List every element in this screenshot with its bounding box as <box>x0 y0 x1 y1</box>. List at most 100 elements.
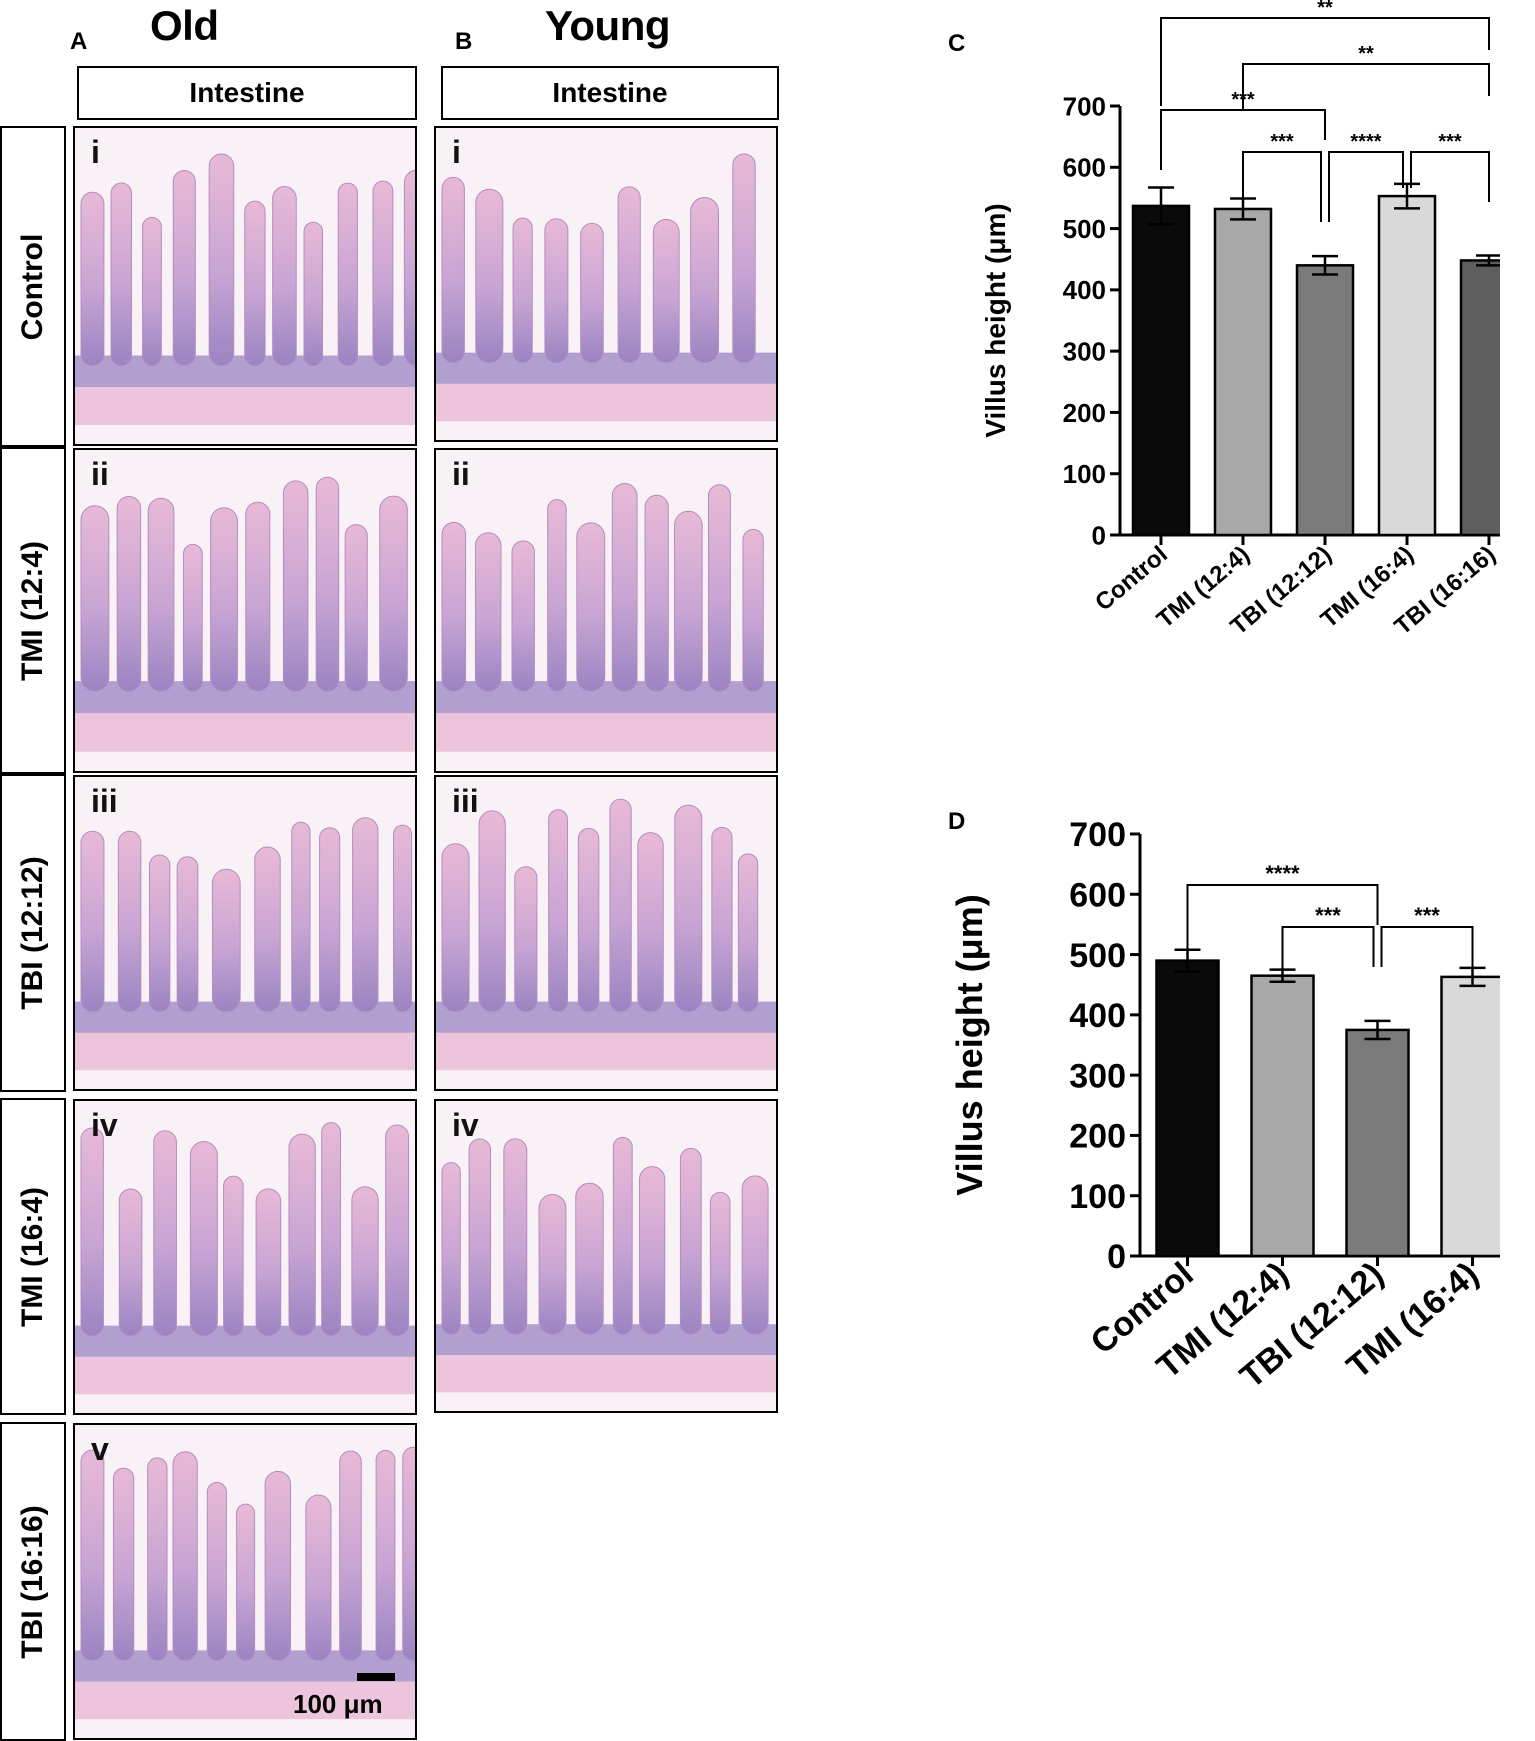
villus <box>142 216 162 367</box>
villus <box>254 846 281 1013</box>
villi-texture <box>436 128 776 440</box>
villus <box>393 824 413 1013</box>
muscle-layer <box>436 383 776 422</box>
micrograph-young-tmi-12-4: ii <box>434 448 778 773</box>
row-label-tmi-16-4: TMI (16:4) <box>0 1098 66 1415</box>
villus <box>741 1175 769 1335</box>
villi-texture <box>75 450 415 771</box>
micrograph-label: ii <box>91 456 109 492</box>
villus <box>674 510 703 692</box>
significance-bracket <box>1328 151 1404 222</box>
micrograph-label: iv <box>452 1107 479 1143</box>
villus <box>644 494 669 692</box>
villus <box>742 528 764 692</box>
villus <box>80 505 110 692</box>
villus <box>372 180 394 367</box>
villus <box>153 1130 177 1337</box>
significance-label: *** <box>1270 131 1294 153</box>
bar <box>1459 259 1500 537</box>
row-label-tmi-12-4: TMI (12:4) <box>0 447 66 774</box>
y-tick-label: 700 <box>1063 91 1106 121</box>
villus <box>379 495 408 692</box>
villus <box>732 153 756 364</box>
villus <box>690 197 720 364</box>
villus <box>148 854 171 1013</box>
significance-label: *** <box>1231 89 1255 111</box>
bar <box>1295 264 1355 537</box>
villus <box>80 1127 104 1337</box>
micrograph-label: iv <box>91 1107 118 1143</box>
micrograph-label: v <box>91 1431 109 1467</box>
villus <box>617 186 641 364</box>
significance-label: ** <box>1317 0 1333 19</box>
villus <box>577 827 600 1013</box>
villus <box>674 804 703 1013</box>
villus <box>441 843 470 1013</box>
villus <box>707 484 731 692</box>
villus <box>245 501 271 692</box>
micrograph-label: i <box>91 134 100 170</box>
significance-label: *** <box>1315 903 1341 928</box>
villus <box>351 1186 379 1337</box>
villus <box>339 1450 362 1661</box>
villus <box>441 521 467 692</box>
villus <box>737 853 759 1013</box>
muscle-layer <box>436 1032 776 1071</box>
micrograph-young-tbi-12-12: iii <box>434 775 778 1091</box>
villus <box>375 1449 396 1661</box>
villus <box>611 483 638 692</box>
y-tick-label: 200 <box>1063 398 1106 428</box>
micrograph-label: iii <box>91 783 118 819</box>
villus <box>441 176 465 364</box>
villus <box>303 221 324 367</box>
villus <box>575 1182 604 1335</box>
y-tick-label: 400 <box>1063 275 1106 305</box>
y-tick-label: 0 <box>1092 520 1106 550</box>
villus <box>580 222 604 364</box>
muscle-layer <box>75 1681 415 1720</box>
villus <box>319 827 341 1013</box>
panel-letter-a: A <box>70 28 88 55</box>
villus <box>206 1481 227 1661</box>
villus <box>609 798 632 1013</box>
villus <box>80 191 105 367</box>
villus <box>147 1457 168 1661</box>
villus <box>711 826 733 1013</box>
villi-texture <box>75 777 415 1089</box>
significance-bracket <box>1242 63 1490 110</box>
muscle-layer <box>75 387 415 426</box>
villus <box>475 188 504 364</box>
micrograph-label: ii <box>452 456 470 492</box>
significance-label: **** <box>1265 861 1300 886</box>
villi-texture <box>436 777 776 1089</box>
significance-label: ** <box>1358 43 1374 65</box>
chart-d: 0 100 200 300 400 500 600 700 Villus height (μm)… <box>949 816 1500 1396</box>
y-tick-label: 500 <box>1069 937 1126 975</box>
micrograph-old-tbi-16-16: v 100 μm <box>73 1423 417 1740</box>
villus <box>112 1467 135 1661</box>
villus <box>403 169 415 366</box>
row-label-tbi-16-16: TBI (16:16) <box>0 1422 66 1741</box>
significance-bracket <box>1242 151 1322 222</box>
y-axis-label: Villus height (μm) <box>980 203 1011 437</box>
bar <box>1377 194 1437 537</box>
villus <box>264 1470 292 1661</box>
villi-texture <box>436 450 776 771</box>
y-axis-label: Villus height (μm) <box>949 894 990 1195</box>
y-tick-label: 300 <box>1069 1057 1126 1095</box>
significance-bracket <box>1281 926 1375 969</box>
young-intestine-header: Intestine <box>441 66 779 120</box>
villus <box>652 218 680 364</box>
muscle-layer <box>436 713 776 752</box>
significance-bracket <box>1380 926 1474 969</box>
villus <box>172 1451 198 1661</box>
row-label-tbi-12-12: TBI (12:12) <box>0 774 66 1092</box>
villus <box>189 1141 218 1337</box>
significance-label: *** <box>1414 903 1440 928</box>
villus <box>468 1138 492 1335</box>
panel-letter-d: D <box>948 808 966 835</box>
villus <box>637 832 664 1013</box>
bar <box>1131 204 1191 537</box>
young-title: Young <box>545 2 671 49</box>
significance-label: **** <box>1350 131 1381 153</box>
